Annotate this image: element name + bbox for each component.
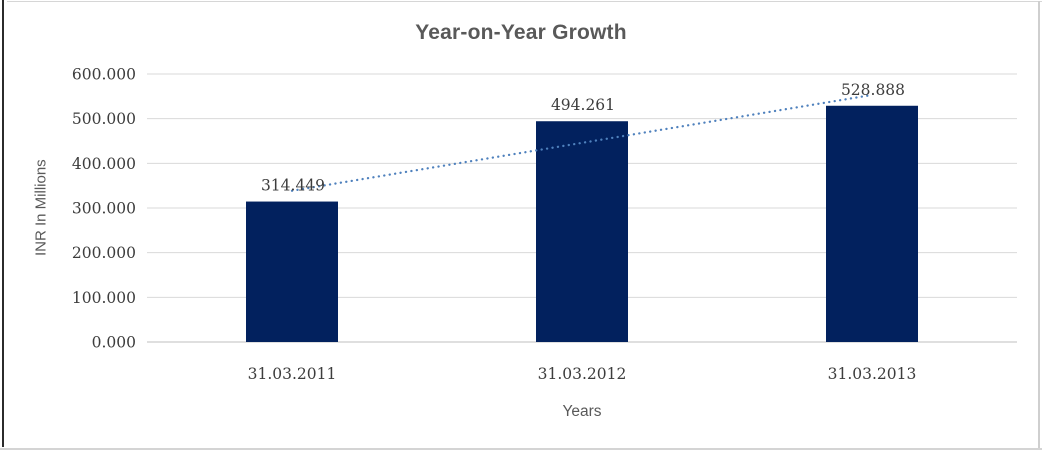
bar-31.03.2013 [826, 105, 918, 342]
x-tick-label: 31.03.2011 [248, 365, 337, 383]
x-tick-label: 31.03.2012 [538, 365, 627, 383]
trendline [290, 93, 874, 192]
y-tick-label: 0.000 [92, 334, 136, 352]
bar-31.03.2011 [246, 201, 338, 342]
bottom-border-line [0, 448, 1042, 450]
x-axis-title: Years [562, 403, 602, 420]
chart-title: Year-on-Year Growth [415, 21, 627, 44]
y-tick-label: 600.000 [72, 66, 136, 84]
y-tick-label: 200.000 [72, 244, 136, 262]
left-border-line [2, 0, 4, 447]
y-tick-label: 100.000 [72, 289, 136, 307]
bar-31.03.2012 [536, 121, 628, 342]
data-label: 314.449 [261, 177, 325, 195]
data-label: 494.261 [551, 96, 615, 114]
top-border-line [7, 1, 1042, 2]
data-label: 528.888 [841, 81, 905, 99]
y-tick-label: 300.000 [72, 200, 136, 218]
x-tick-label: 31.03.2013 [828, 365, 917, 383]
y-tick-label: 500.000 [72, 110, 136, 128]
right-border-line [1038, 1, 1040, 450]
y-tick-label: 400.000 [72, 155, 136, 173]
